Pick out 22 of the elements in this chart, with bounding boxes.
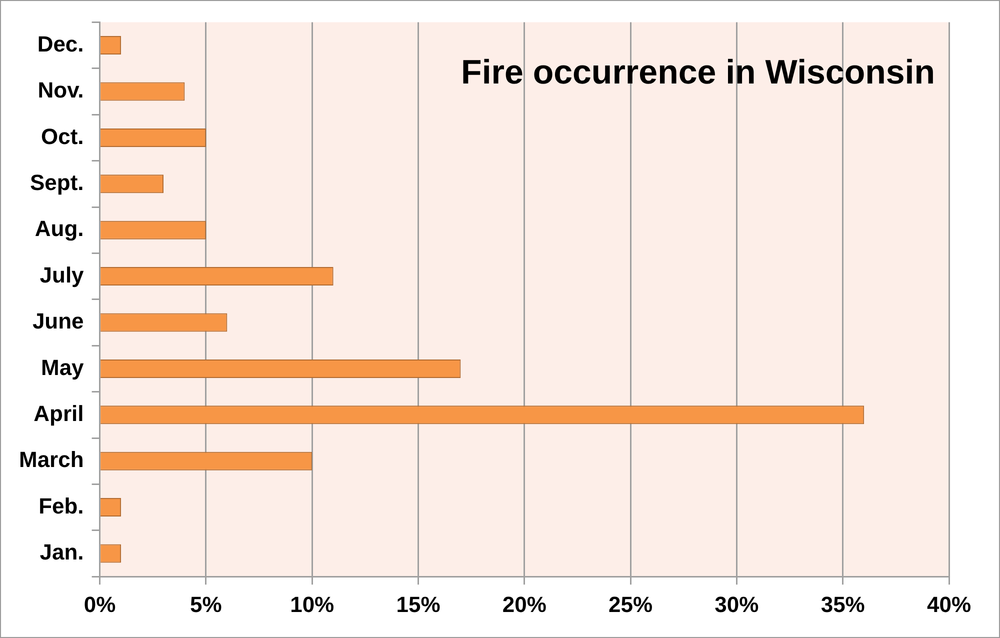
x-tick-label: 30% (714, 592, 759, 617)
text: Fire occurrence in Wisconsin (461, 54, 935, 92)
y-tick-label: Nov. (38, 78, 84, 103)
x-tick-label: 20% (502, 592, 546, 617)
x-tick-label: 25% (608, 592, 653, 617)
x-tick-label: 0% (84, 592, 116, 617)
x-tick-label: 10% (290, 592, 334, 617)
x-tick-label: 15% (396, 592, 440, 617)
x-tick-label: 5% (190, 592, 222, 617)
x-tick-label: 40% (926, 592, 972, 617)
y-tick-label: Dec. (37, 31, 84, 56)
y-tick-label: Jan. (40, 540, 84, 565)
y-tick-label: April (34, 400, 84, 426)
y-tick-label: March (19, 447, 84, 472)
y-tick-label: Feb. (38, 493, 84, 518)
x-tick-label: 35% (820, 592, 865, 617)
y-tick-label: Aug. (34, 216, 84, 242)
y-tick-label: May (41, 354, 85, 380)
y-tick-label: Oct. (41, 124, 84, 149)
y-tick-label: July (40, 262, 85, 288)
y-tick-label: Sept. (30, 170, 84, 195)
y-tick-label: June (32, 308, 84, 334)
